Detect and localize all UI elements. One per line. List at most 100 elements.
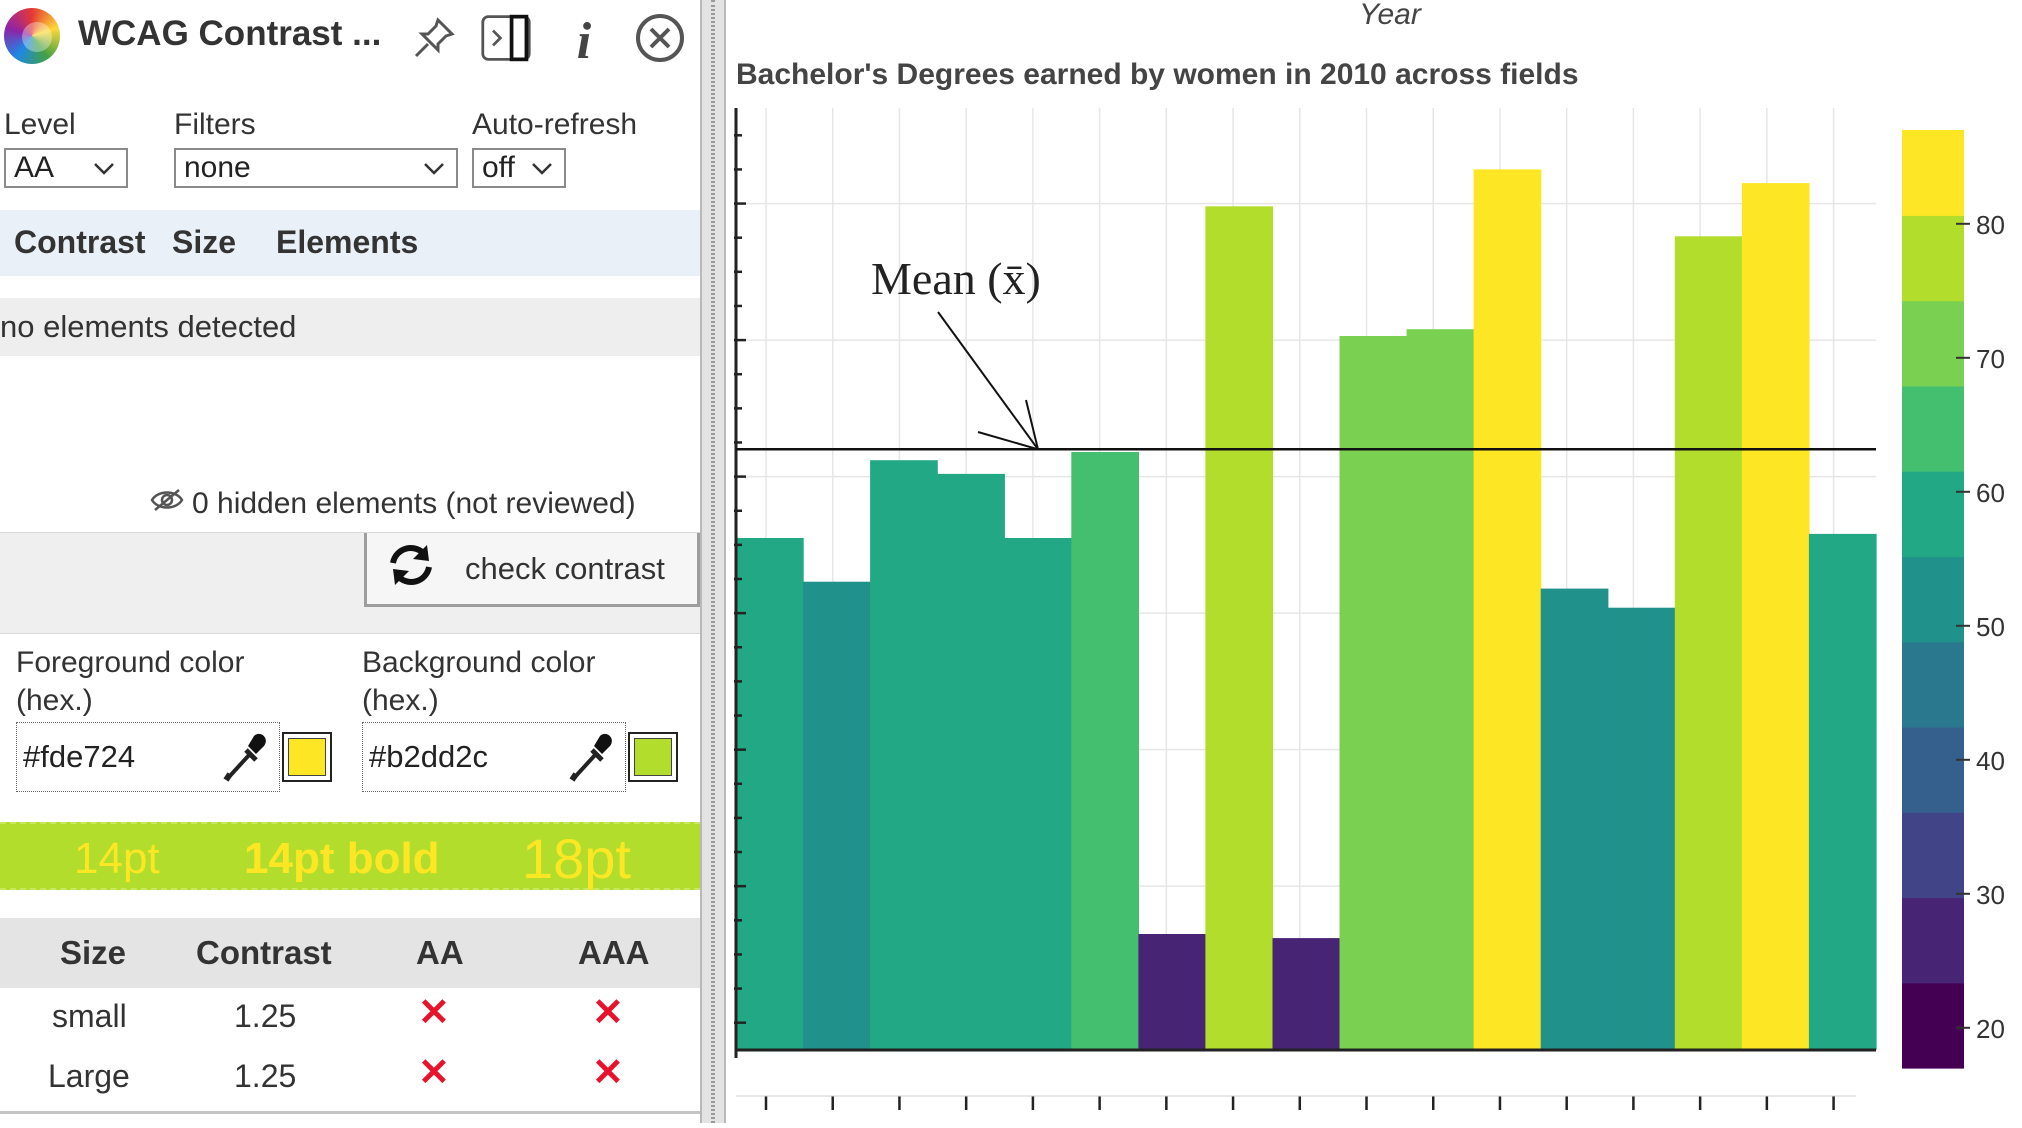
bar [1205,206,1274,1051]
chart-area: Year Bachelor's Degrees earned by women … [726,0,2022,1123]
pin-icon[interactable] [408,12,460,64]
colorbar-tick-label: 40 [1976,746,2005,776]
annotation-arrow [937,311,1039,450]
bar [1473,169,1542,1050]
wcag-contrast-panel: WCAG Contrast ... i Level AA Filters non… [0,0,700,1123]
fail-icon: ✕ [418,1052,450,1094]
filters-select[interactable]: none [174,148,458,188]
colorbar-tick-label: 30 [1976,880,2005,910]
hidden-elements-text: 0 hidden elements (not reviewed) [192,487,636,520]
colorbar-segment [1902,812,1964,899]
check-contrast-button[interactable]: check contrast [364,533,700,607]
panel-splitter[interactable] [700,0,726,1123]
eyedropper-icon[interactable] [568,730,618,789]
colorbar-segment [1902,471,1964,557]
bar [1138,934,1207,1050]
bar [1071,452,1139,1050]
colorbar-segment [1902,897,1964,984]
bar [803,581,871,1050]
info-icon[interactable]: i [558,12,610,64]
background-swatch-fill [634,738,672,776]
auto-refresh-select[interactable]: off [472,148,566,188]
chart-title: Bachelor's Degrees earned by women in 20… [736,58,1579,91]
bar [1406,329,1475,1050]
panel-bottom-border [0,1111,700,1114]
background-label: Background color [362,646,596,679]
bar [1607,607,1676,1050]
colorbar-segment [1902,982,1964,1069]
check-bar: check contrast [0,532,700,634]
colorbar-tick-label: 70 [1976,344,2005,374]
svg-text:i: i [577,13,592,64]
panel-title: WCAG Contrast ... [78,14,382,53]
bar [1674,236,1743,1051]
header-aaa: AAA [578,934,650,971]
foreground-hex-input[interactable]: #fde724 [16,722,280,792]
chevron-down-icon [92,154,116,191]
filters-value: none [184,151,251,184]
splitter-grip [711,0,715,1123]
arrow-head [1025,399,1039,450]
close-icon[interactable] [634,12,686,64]
colorbar-segment [1902,556,1964,643]
eyedropper-icon[interactable] [222,730,272,789]
chevron-down-icon [422,154,446,191]
no-elements-message: no elements detected [0,298,700,356]
level-select[interactable]: AA [4,148,128,188]
chevron-down-icon [530,154,554,191]
bar [870,460,938,1050]
fail-icon: ✕ [592,992,624,1034]
foreground-color-swatch[interactable] [282,732,332,782]
colorbar-tick-label: 20 [1976,1014,2005,1044]
app-logo [4,8,60,64]
eye-slash-icon [150,486,184,522]
colorbar-segment [1902,641,1964,728]
row-size: small [52,998,127,1034]
check-contrast-label: check contrast [465,550,665,586]
bar [1004,538,1072,1050]
foreground-label: Foreground color [16,646,245,679]
foreground-swatch-fill [288,738,326,776]
colorbar-segment [1902,385,1964,472]
bar [1339,336,1408,1050]
header-contrast: Contrast [196,934,332,971]
bar [937,473,1005,1050]
column-contrast[interactable]: Contrast [14,224,146,260]
level-label: Level [4,108,76,141]
hidden-elements-row[interactable]: 0 hidden elements (not reviewed) [150,486,636,522]
auto-refresh-value: off [482,151,515,184]
preview-14pt: 14pt [74,834,160,883]
mean-annotation: Mean (x̄) [871,253,1041,304]
background-hex-input[interactable]: #b2dd2c [362,722,626,792]
level-value: AA [14,151,55,184]
colorbar-tick-label: 50 [1976,612,2005,642]
bar-chart: Year Bachelor's Degrees earned by women … [734,0,2005,1110]
dock-side-icon[interactable] [480,12,532,64]
bar [736,538,804,1050]
colorbar-tick-label: 60 [1976,478,2005,508]
colorbar-segment [1902,300,1964,387]
background-label-hex: (hex.) [362,684,439,717]
contrast-preview: 14pt 14pt bold 18pt [0,822,700,890]
header-size: Size [60,934,127,971]
results-header: Contrast Size Elements [0,210,700,276]
colorbar-segment [1902,726,1964,813]
arrow-head [977,431,1039,451]
colorbar-tick-label: 80 [1976,210,2005,240]
refresh-icon [383,541,439,597]
row-size: Large [48,1058,130,1094]
column-elements[interactable]: Elements [276,224,419,260]
column-size[interactable]: Size [172,224,237,260]
foreground-label-hex: (hex.) [16,684,93,717]
bar [1540,588,1609,1050]
preview-18pt: 18pt [522,827,631,890]
panel-titlebar: WCAG Contrast ... i [0,0,700,76]
background-color-swatch[interactable] [628,732,678,782]
colorbar-segment [1902,130,1964,216]
auto-refresh-label: Auto-refresh [472,108,638,141]
preview-14pt-bold: 14pt bold [244,834,440,883]
row-contrast: 1.25 [234,998,297,1034]
results-table-header: Size Contrast AA AAA [0,918,700,988]
header-aa: AA [416,934,464,971]
bar [1272,938,1341,1050]
